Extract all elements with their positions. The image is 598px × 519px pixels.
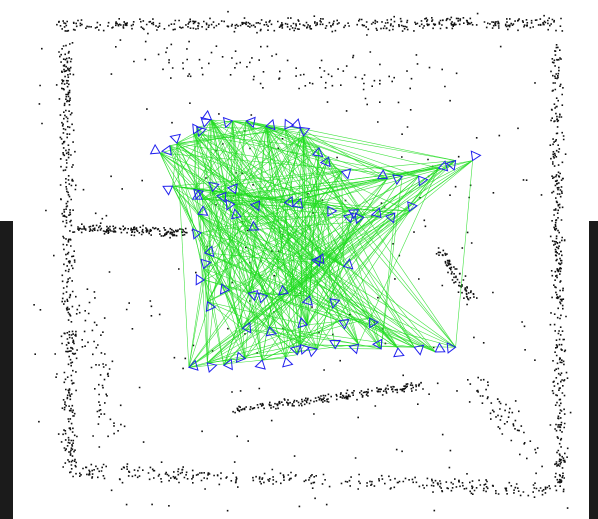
right-panel-edge	[589, 221, 598, 519]
slam-map-view	[0, 0, 598, 519]
left-panel-edge	[0, 221, 13, 519]
